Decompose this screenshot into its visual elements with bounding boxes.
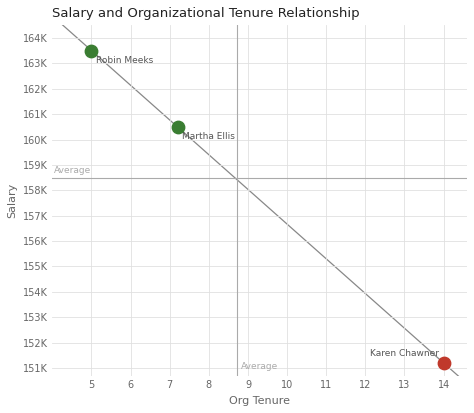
Point xyxy=(440,360,447,366)
Point xyxy=(88,47,95,54)
Text: Martha Ellis: Martha Ellis xyxy=(182,132,235,141)
Text: Salary and Organizational Tenure Relationship: Salary and Organizational Tenure Relatio… xyxy=(52,7,360,20)
Point xyxy=(174,123,182,130)
Y-axis label: Salary: Salary xyxy=(7,183,17,218)
Text: Karen Chawner: Karen Chawner xyxy=(370,349,439,358)
Text: Average: Average xyxy=(55,166,91,175)
X-axis label: Org Tenure: Org Tenure xyxy=(229,396,290,406)
Text: Robin Meeks: Robin Meeks xyxy=(96,56,154,65)
Text: Average: Average xyxy=(240,362,278,371)
